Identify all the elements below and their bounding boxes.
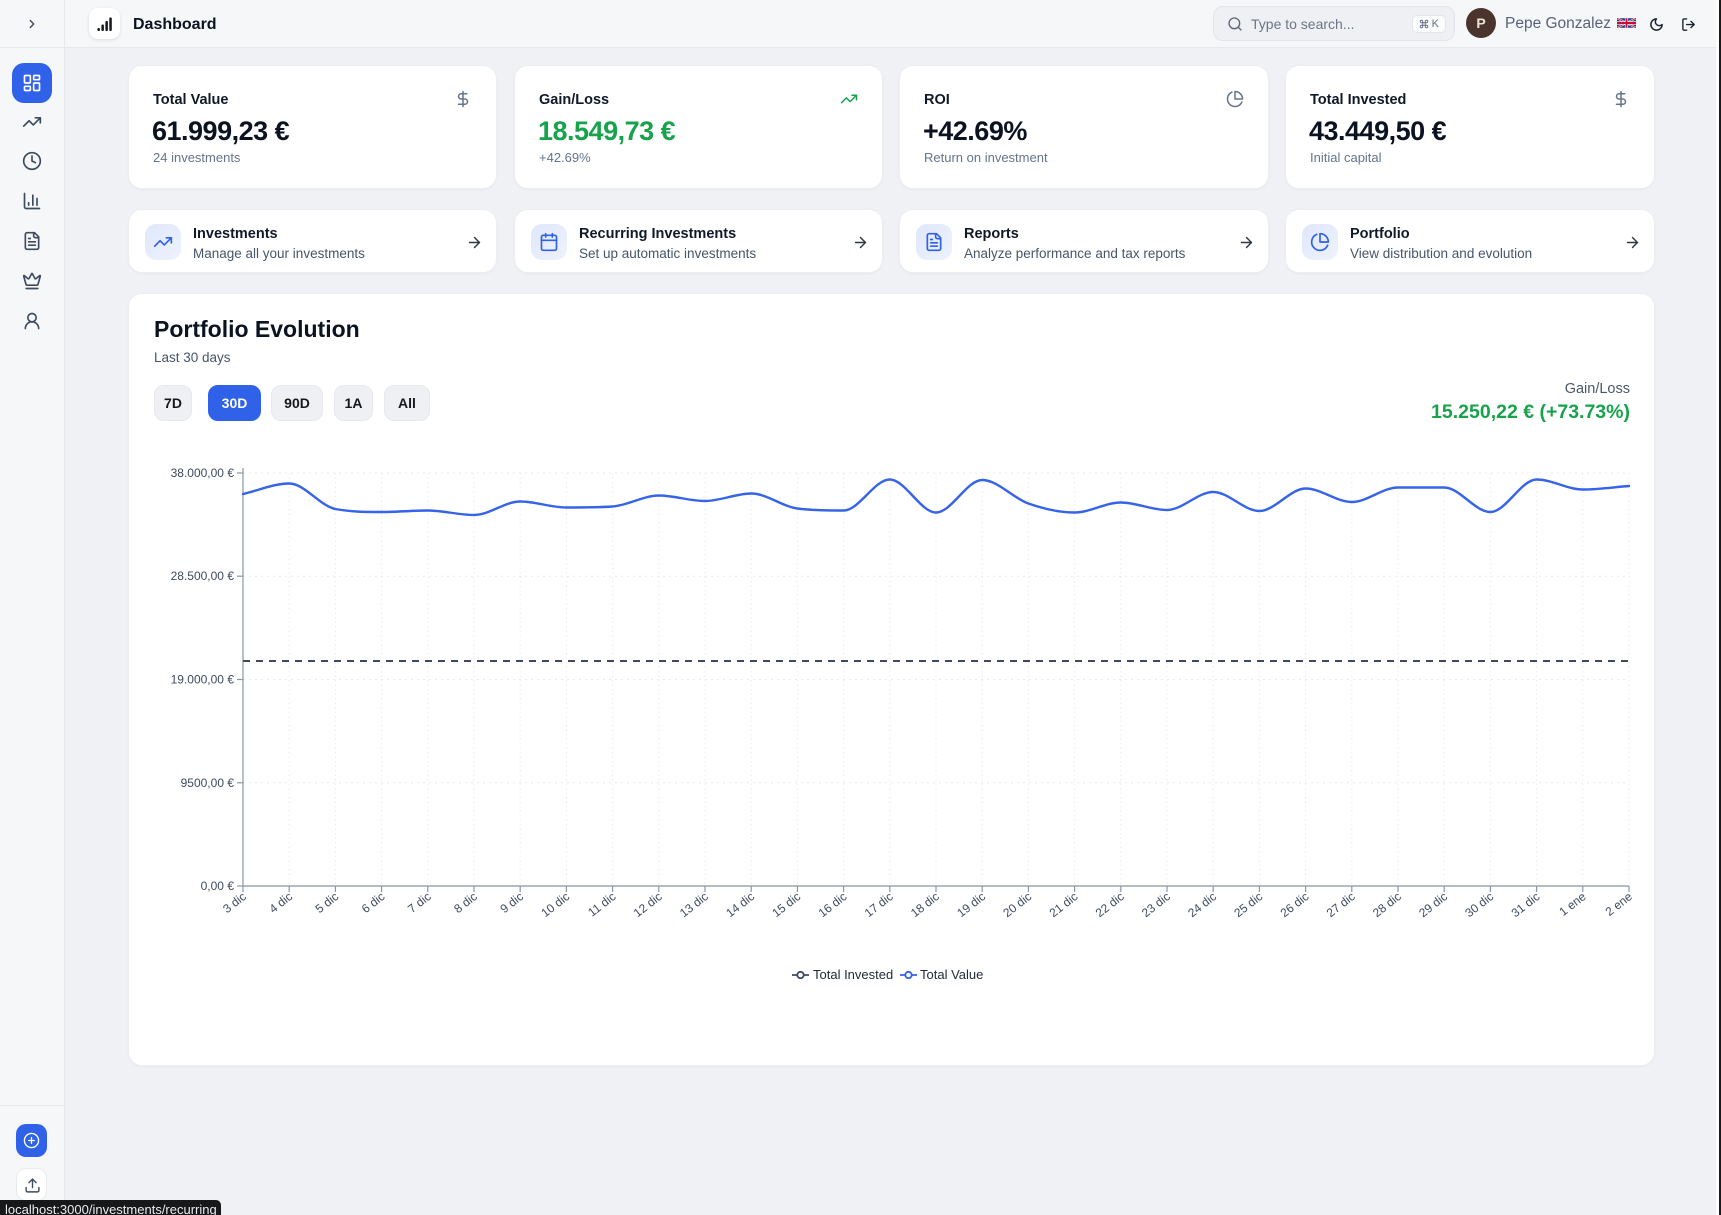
svg-text:29 dic: 29 dic: [1416, 889, 1450, 920]
svg-text:24 dic: 24 dic: [1185, 889, 1219, 920]
svg-text:3 dic: 3 dic: [220, 889, 249, 916]
svg-text:27 dic: 27 dic: [1324, 889, 1358, 920]
svg-text:2 ene: 2 ene: [1603, 889, 1636, 919]
svg-text:26 dic: 26 dic: [1278, 889, 1312, 920]
svg-text:14 dic: 14 dic: [723, 889, 757, 920]
svg-text:25 dic: 25 dic: [1231, 889, 1265, 920]
svg-text:23 dic: 23 dic: [1139, 889, 1173, 920]
svg-text:20 dic: 20 dic: [1000, 889, 1034, 920]
svg-text:8 dic: 8 dic: [451, 889, 480, 916]
svg-text:12 dic: 12 dic: [631, 889, 665, 920]
svg-text:9 dic: 9 dic: [497, 889, 526, 916]
svg-text:31 dic: 31 dic: [1509, 889, 1543, 920]
svg-text:38.000,00 €: 38.000,00 €: [171, 466, 235, 480]
svg-text:1 ene: 1 ene: [1556, 889, 1589, 919]
svg-text:11 dic: 11 dic: [585, 889, 618, 919]
svg-text:7 dic: 7 dic: [405, 889, 434, 916]
svg-text:6 dic: 6 dic: [359, 889, 388, 916]
svg-text:9500,00 €: 9500,00 €: [181, 776, 235, 790]
svg-text:22 dic: 22 dic: [1093, 889, 1127, 920]
svg-text:15 dic: 15 dic: [769, 889, 803, 920]
svg-text:4 dic: 4 dic: [266, 889, 295, 916]
svg-text:28 dic: 28 dic: [1370, 889, 1404, 920]
svg-text:19.000,00 €: 19.000,00 €: [171, 673, 235, 687]
svg-text:17 dic: 17 dic: [862, 889, 896, 920]
svg-text:13 dic: 13 dic: [677, 889, 711, 920]
svg-text:30 dic: 30 dic: [1462, 889, 1496, 920]
svg-text:0,00 €: 0,00 €: [201, 879, 235, 893]
svg-text:19 dic: 19 dic: [954, 889, 988, 920]
svg-text:18 dic: 18 dic: [908, 889, 942, 920]
svg-text:10 dic: 10 dic: [538, 889, 572, 920]
svg-text:16 dic: 16 dic: [816, 889, 850, 920]
svg-text:21 dic: 21 dic: [1047, 889, 1081, 920]
svg-text:5 dic: 5 dic: [313, 889, 342, 916]
svg-text:28.500,00 €: 28.500,00 €: [171, 569, 235, 583]
